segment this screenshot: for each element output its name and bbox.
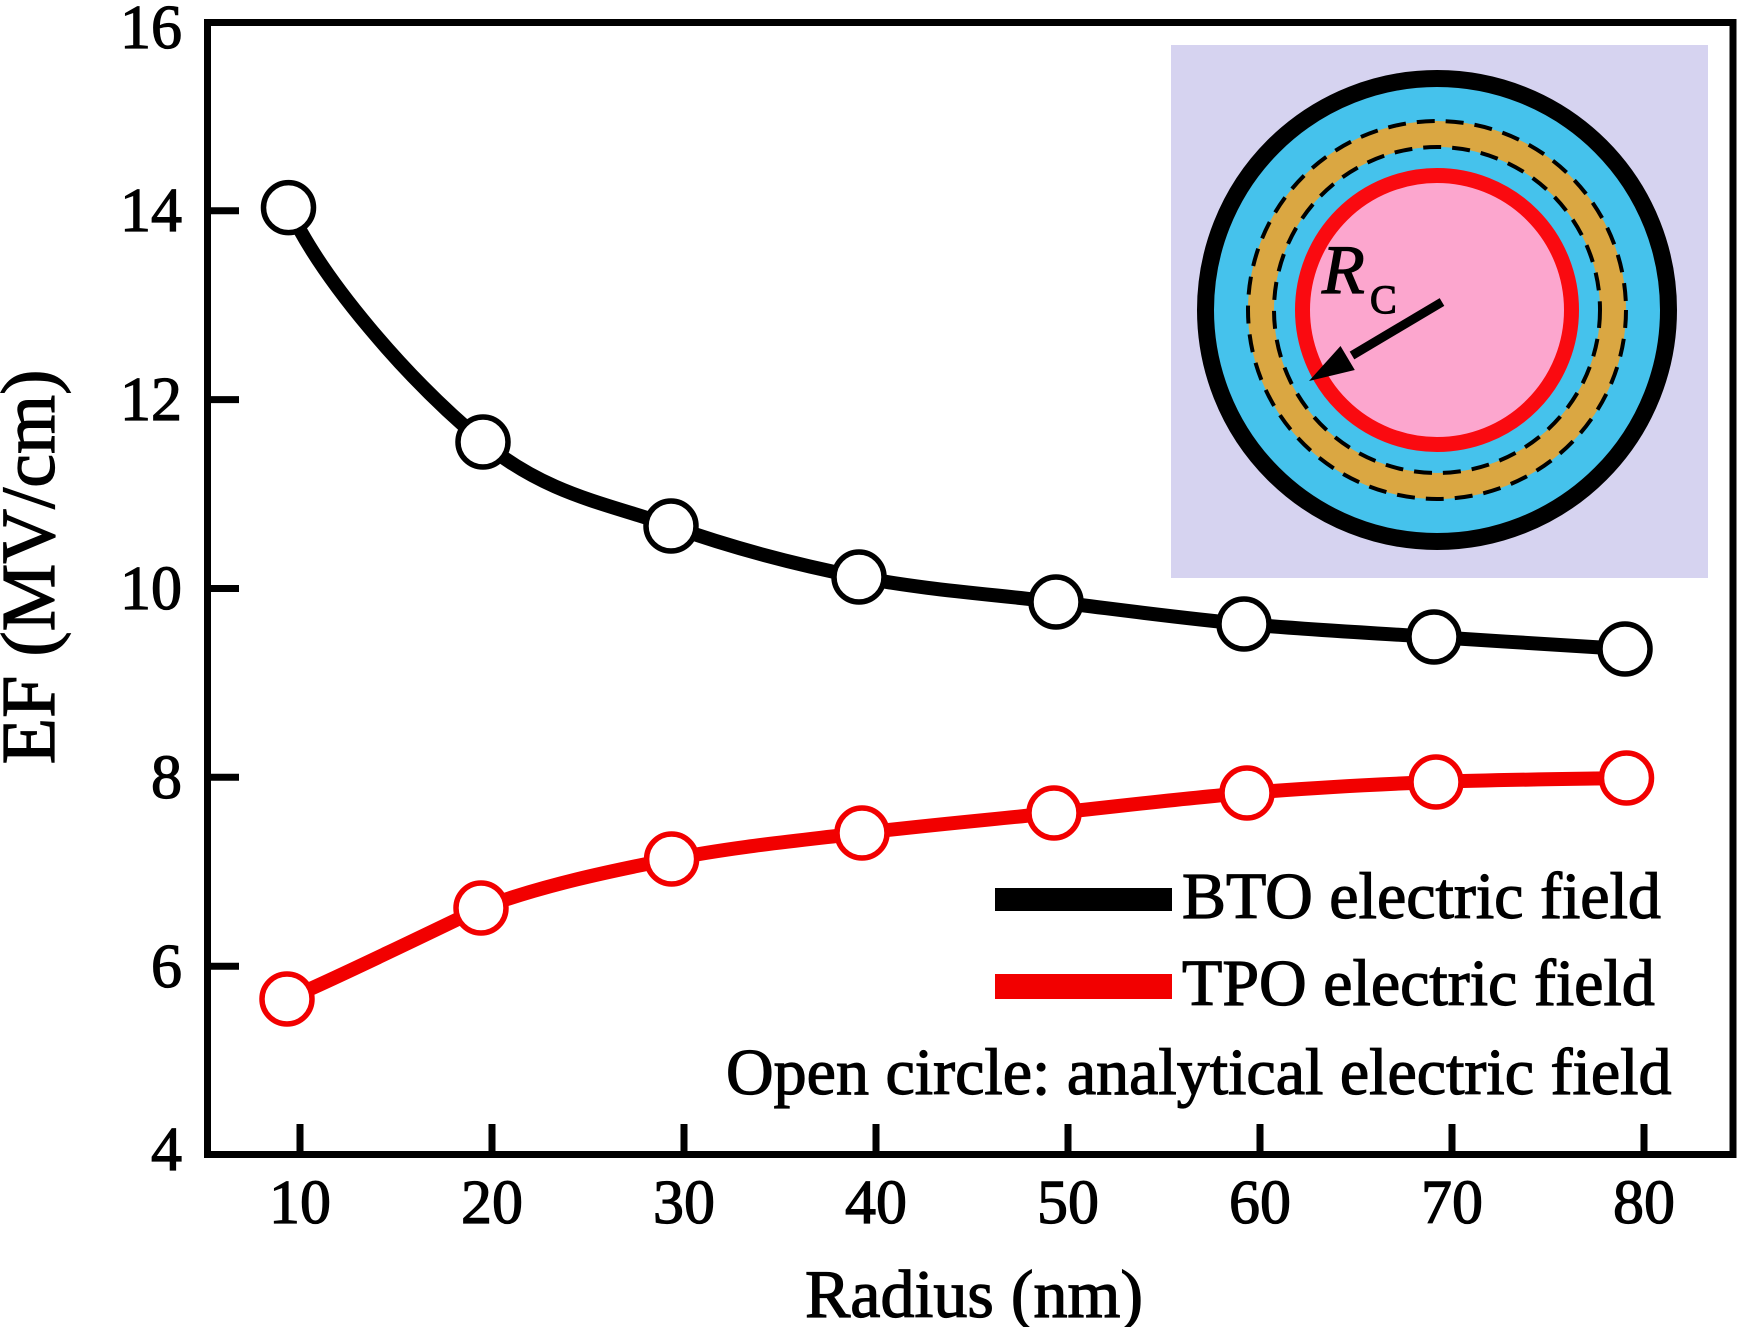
svg-text:4: 4 bbox=[151, 1116, 182, 1184]
svg-text:50: 50 bbox=[1037, 1169, 1099, 1237]
svg-text:16: 16 bbox=[120, 0, 182, 62]
svg-text:Open circle: analytical electr: Open circle: analytical electric field bbox=[726, 1036, 1671, 1109]
svg-text:10: 10 bbox=[269, 1169, 331, 1237]
svg-text:R: R bbox=[1321, 232, 1365, 309]
svg-text:60: 60 bbox=[1229, 1169, 1291, 1237]
svg-text:40: 40 bbox=[845, 1169, 907, 1237]
svg-text:70: 70 bbox=[1421, 1169, 1483, 1237]
svg-text:6: 6 bbox=[151, 933, 182, 1001]
svg-text:14: 14 bbox=[120, 177, 182, 245]
svg-text:12: 12 bbox=[120, 366, 182, 434]
svg-text:30: 30 bbox=[653, 1169, 715, 1237]
svg-text:C: C bbox=[1370, 277, 1397, 322]
svg-text:Radius (nm): Radius (nm) bbox=[805, 1256, 1143, 1327]
svg-text:10: 10 bbox=[120, 555, 182, 623]
svg-text:BTO electric field: BTO electric field bbox=[1182, 860, 1661, 933]
svg-text:80: 80 bbox=[1613, 1169, 1675, 1237]
svg-text:TPO electric field: TPO electric field bbox=[1182, 947, 1655, 1020]
svg-text:8: 8 bbox=[151, 744, 182, 812]
svg-text:20: 20 bbox=[461, 1169, 523, 1237]
svg-text:EF (MV/cm): EF (MV/cm) bbox=[0, 370, 71, 765]
